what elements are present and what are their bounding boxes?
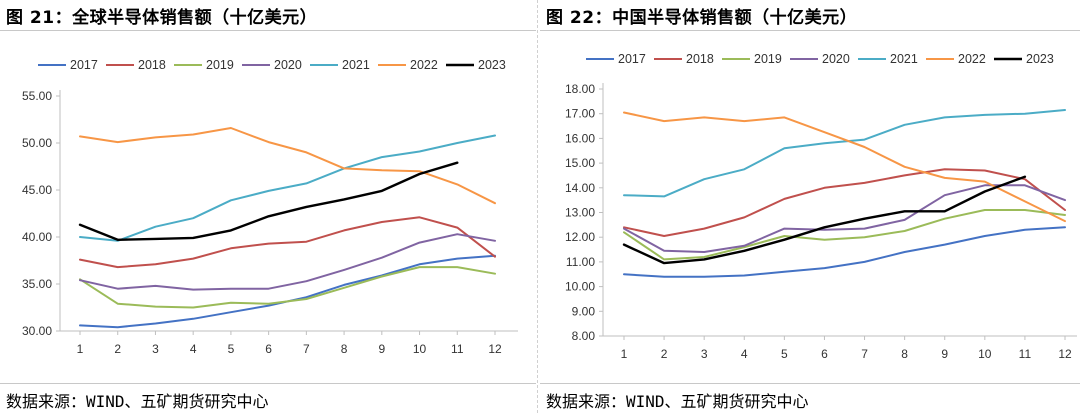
source-divider xyxy=(540,383,1080,384)
series-line-2020 xyxy=(79,233,496,291)
x-tick-label: 4 xyxy=(741,347,748,361)
series-line-2023 xyxy=(78,161,459,242)
title-divider xyxy=(540,30,1080,31)
x-tick-label: 7 xyxy=(303,342,310,356)
x-tick-label: 2 xyxy=(661,347,668,361)
x-tick-label: 3 xyxy=(152,342,159,356)
y-tick-label: 18.00 xyxy=(565,82,595,96)
y-tick-label: 30.00 xyxy=(22,324,52,338)
y-tick-label: 14.00 xyxy=(565,181,595,195)
y-tick-label: 10.00 xyxy=(565,280,595,294)
x-tick-label: 11 xyxy=(451,342,464,356)
x-tick-label: 5 xyxy=(228,342,235,356)
legend-label-2017: 2017 xyxy=(70,58,98,72)
series-line-2020 xyxy=(623,184,1066,253)
legend-label-2021: 2021 xyxy=(342,58,370,72)
series-line-2022 xyxy=(79,127,496,205)
legend-label-2021: 2021 xyxy=(890,52,918,66)
y-tick-label: 55.00 xyxy=(22,89,52,103)
x-tick-label: 12 xyxy=(1058,347,1072,361)
legend-label-2019: 2019 xyxy=(754,52,782,66)
x-tick-label: 1 xyxy=(77,342,84,356)
x-tick-label: 12 xyxy=(488,342,502,356)
x-tick-label: 10 xyxy=(413,342,427,356)
chart-panel-global: 图 21：全球半导体销售额（十亿美元） 30.00 35.00 40.00 45.00… xyxy=(0,0,536,413)
series-line-2021 xyxy=(79,134,496,242)
x-tick-label: 9 xyxy=(941,347,948,361)
legend-label-2020: 2020 xyxy=(822,52,850,66)
chart-title: 图 21：全球半导体销售额（十亿美元） xyxy=(6,8,318,28)
x-tick-label: 6 xyxy=(821,347,828,361)
y-tick-label: 50.00 xyxy=(22,136,52,150)
x-tick-label: 2 xyxy=(114,342,121,356)
y-tick-label: 13.00 xyxy=(565,206,595,220)
source-divider xyxy=(0,383,536,384)
data-source-note: 数据来源：WIND、五矿期货研究中心 xyxy=(546,392,809,411)
y-tick-label: 17.00 xyxy=(565,107,595,121)
x-tick-label: 4 xyxy=(190,342,197,356)
y-tick-label: 15.00 xyxy=(565,156,595,170)
chart-panel-china: 图 22：中国半导体销售额（十亿美元） 8.00 9.00 10.00 11.00 12… xyxy=(540,0,1080,413)
chart-title: 图 22：中国半导体销售额（十亿美元） xyxy=(546,8,858,28)
y-tick-label: 11.00 xyxy=(566,255,595,269)
series-line-2017 xyxy=(623,226,1066,278)
x-tick-label: 10 xyxy=(978,347,992,361)
series-line-2019 xyxy=(79,266,496,309)
data-source-note: 数据来源：WIND、五矿期货研究中心 xyxy=(6,392,269,411)
x-tick-label: 1 xyxy=(621,347,628,361)
y-tick-label: 12.00 xyxy=(565,230,595,244)
y-tick-label: 45.00 xyxy=(22,183,52,197)
x-tick-label: 8 xyxy=(341,342,348,356)
legend-label-2018: 2018 xyxy=(686,52,714,66)
y-tick-label: 35.00 xyxy=(22,277,52,291)
series-line-2019 xyxy=(623,209,1066,261)
series-line-2021 xyxy=(623,109,1066,198)
series-line-2022 xyxy=(623,111,1066,223)
legend-label-2020: 2020 xyxy=(274,58,302,72)
y-tick-label: 9.00 xyxy=(572,304,596,318)
y-tick-label: 8.00 xyxy=(572,329,596,343)
x-tick-label: 3 xyxy=(701,347,708,361)
legend-label-2018: 2018 xyxy=(138,58,166,72)
y-tick-label: 40.00 xyxy=(22,230,52,244)
x-tick-label: 6 xyxy=(265,342,272,356)
x-tick-label: 9 xyxy=(378,342,385,356)
panel-divider xyxy=(537,0,538,413)
legend-label-2023: 2023 xyxy=(1026,52,1054,66)
x-tick-label: 11 xyxy=(1019,347,1032,361)
legend-label-2017: 2017 xyxy=(618,52,646,66)
series-line-2023 xyxy=(622,175,1027,265)
series-line-2018 xyxy=(79,216,496,269)
legend-label-2022: 2022 xyxy=(410,58,438,72)
title-divider xyxy=(0,30,536,31)
legend-label-2022: 2022 xyxy=(958,52,986,66)
legend-label-2019: 2019 xyxy=(206,58,234,72)
y-tick-label: 16.00 xyxy=(565,131,595,145)
x-tick-label: 5 xyxy=(781,347,788,361)
line-chart-china-semiconductor-sales: 8.009.0010.0011.0012.0013.0014.0015.0016… xyxy=(565,52,1077,361)
legend-label-2023: 2023 xyxy=(478,58,506,72)
x-tick-label: 8 xyxy=(901,347,908,361)
x-tick-label: 7 xyxy=(861,347,868,361)
series-line-2018 xyxy=(623,168,1066,237)
